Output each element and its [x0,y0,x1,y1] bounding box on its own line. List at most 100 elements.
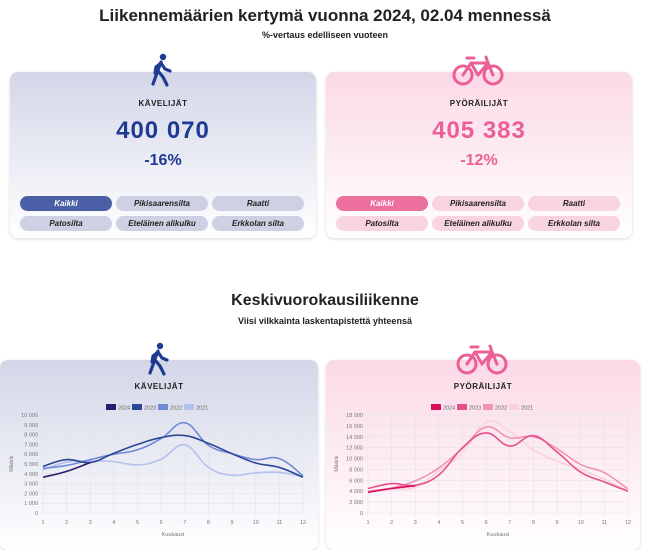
series-line-2024 [42,461,91,479]
legend-swatch [457,404,467,410]
x-tick-label: 12 [625,520,631,526]
series-line-2022 [42,422,304,477]
x-axis-label: Kuukausi [487,532,510,538]
x-tick-label: 10 [578,520,584,526]
x-tick-label: 9 [231,520,234,526]
legend-swatch [431,404,441,410]
x-tick-label: 1 [366,520,369,526]
series-line-2024 [367,484,416,494]
walking-person-icon [151,53,172,87]
y-tick-label: 0 [35,511,38,517]
walking-chart-card: KÄVELIJÄT [0,360,318,550]
filter-patosilta[interactable]: Patosilta [20,216,112,231]
x-tick-label: 7 [183,520,186,526]
section-subtitle: Viisi vilkkainta laskentapistettä yhteen… [238,316,412,326]
x-tick-label: 2 [390,520,393,526]
x-tick-label: 3 [414,520,417,526]
filter-raatti[interactable]: Raatti [212,196,304,211]
filter-patosilta[interactable]: Patosilta [336,216,428,231]
walking-summary-card: KÄVELIJÄT 400 070 -16% Kaikki Pikisaaren… [10,72,316,238]
legend-label: 2024 [118,406,130,412]
total-count: 405 383 [432,117,526,144]
filter-raatti[interactable]: Raatti [528,196,620,211]
x-tick-label: 12 [300,520,306,526]
y-tick-label: 6 000 [24,452,38,458]
legend-label: 2022 [495,406,507,412]
y-tick-label: 2 000 [24,491,38,497]
y-tick-label: 10 000 [21,413,38,419]
cycling-line-chart: 0 2 000 4 000 6 000 8 000 10 000 12 000 14 000 1… [334,404,631,538]
y-tick-label: 3 000 [24,482,38,488]
y-axis-label: Määrä [334,455,340,472]
walking-person-icon [148,342,169,376]
y-tick-label: 5 000 [24,462,38,468]
legend-label: 2022 [170,406,182,412]
legend-swatch [132,404,142,410]
y-tick-label: 16 000 [346,424,363,430]
y-tick-label: 12 000 [346,446,363,452]
y-tick-label: 0 [360,511,363,517]
legend-swatch [509,404,519,410]
x-tick-label: 10 [253,520,259,526]
series-line-2022 [367,425,629,493]
series-line-2021 [42,444,304,478]
cycling-chart-card: PYÖRÄILIJÄT [326,360,640,550]
x-tick-label: 2 [65,520,68,526]
x-tick-label: 4 [437,520,440,526]
series-line-2023 [367,432,629,492]
y-tick-label: 8 000 [24,433,38,439]
legend-label: 2021 [196,406,208,412]
y-tick-label: 4 000 [349,489,363,495]
chart-label: PYÖRÄILIJÄT [453,382,513,391]
legend-label: 2021 [521,406,533,412]
x-tick-label: 4 [112,520,115,526]
filter-etelainen-alikulku[interactable]: Eteläinen alikulku [116,216,208,231]
legend-label: 2023 [469,406,481,412]
bicycle-icon [452,55,504,86]
x-tick-label: 5 [461,520,464,526]
x-tick-label: 9 [556,520,559,526]
legend-swatch [483,404,493,410]
y-tick-label: 14 000 [346,435,363,441]
legend-label: 2023 [144,406,156,412]
x-tick-label: 6 [160,520,163,526]
card-label: KÄVELIJÄT [138,99,188,108]
y-tick-label: 7 000 [24,442,38,448]
filter-kaikki[interactable]: Kaikki [20,196,112,211]
bicycle-icon [456,344,508,375]
x-tick-label: 11 [277,520,283,526]
x-tick-label: 5 [136,520,139,526]
y-tick-label: 8 000 [349,467,363,473]
filter-etelainen-alikulku[interactable]: Eteläinen alikulku [432,216,524,231]
change-percent: -12% [460,152,498,169]
legend-swatch [158,404,168,410]
page-title: Liikennemäärien kertymä vuonna 2024, 02.… [99,6,551,25]
y-axis-label: Määrä [9,455,15,472]
legend-label: 2024 [443,406,455,412]
x-tick-label: 8 [207,520,210,526]
filter-erkkolan-silta[interactable]: Erkkolan silta [212,216,304,231]
legend-swatch [106,404,116,410]
y-tick-label: 18 000 [346,413,363,419]
walking-line-chart: 0 1 000 2 000 3 000 4 000 5 000 6 000 7 000 8 00… [9,404,306,538]
filter-erkkolan-silta[interactable]: Erkkolan silta [528,216,620,231]
x-tick-label: 3 [89,520,92,526]
y-tick-label: 1 000 [24,501,38,507]
x-axis-label: Kuukausi [162,532,185,538]
filter-pikisaarensilta[interactable]: Pikisaarensilta [432,196,524,211]
y-tick-label: 4 000 [24,472,38,478]
x-tick-label: 7 [508,520,511,526]
x-tick-label: 6 [485,520,488,526]
change-percent: -16% [144,152,182,169]
y-tick-label: 6 000 [349,478,363,484]
filter-kaikki[interactable]: Kaikki [336,196,428,211]
total-count: 400 070 [116,117,210,144]
series-line-2023 [42,434,304,478]
x-tick-label: 11 [602,520,608,526]
chart-label: KÄVELIJÄT [134,382,184,391]
filter-pikisaarensilta[interactable]: Pikisaarensilta [116,196,208,211]
y-tick-label: 10 000 [346,457,363,463]
page-subtitle: %-vertaus edelliseen vuoteen [261,30,389,40]
section-title: Keskivuorokausiliikenne [231,292,419,309]
x-tick-label: 1 [41,520,44,526]
